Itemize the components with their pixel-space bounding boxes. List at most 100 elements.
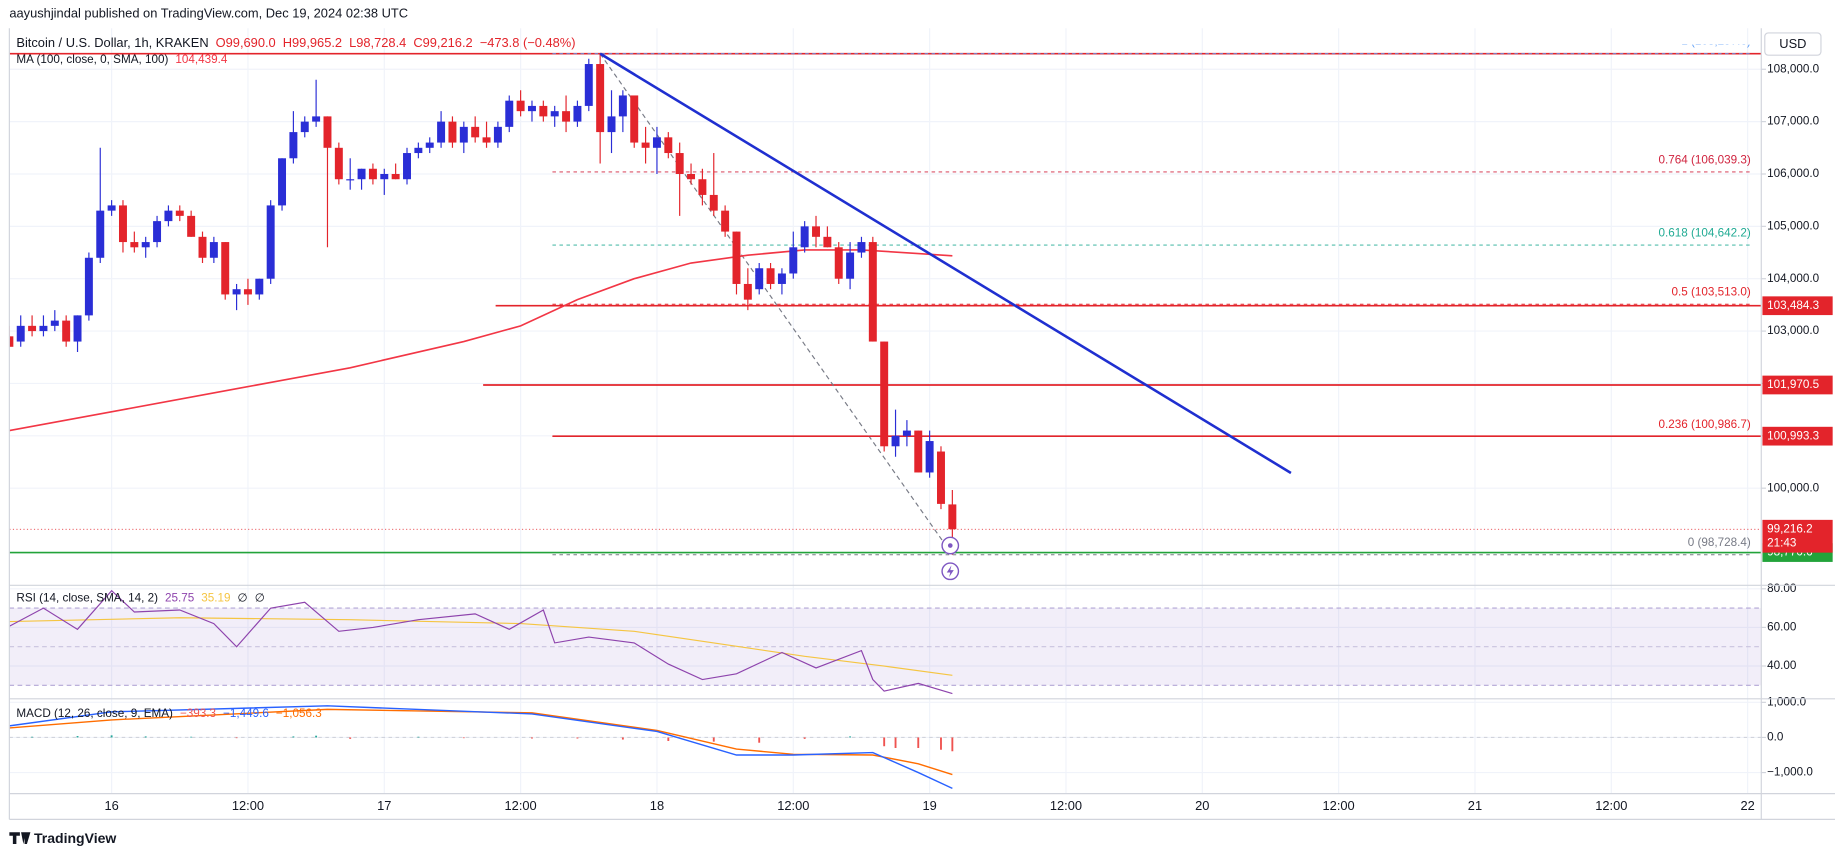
candle-body: [641, 142, 650, 148]
candle-body: [221, 242, 230, 295]
x-tick-label: 16: [104, 798, 118, 813]
candle-body: [664, 137, 673, 154]
ohlc-label: −473.8 (−0.48%): [480, 35, 576, 50]
macd-histogram-bar: [235, 737, 238, 739]
candle-body: [448, 121, 457, 143]
candle-body: [232, 289, 241, 295]
published-note: aayushjindal published on TradingView.co…: [9, 6, 408, 21]
fib-label: 0 (98,728.4): [1688, 536, 1751, 549]
ohlc-label: O99,690.0: [216, 35, 276, 50]
candle-body: [96, 210, 105, 258]
candle-body: [914, 430, 923, 473]
candle-body: [255, 278, 264, 295]
currency-box[interactable]: [1764, 32, 1822, 56]
macd-histogram-bar: [462, 737, 465, 739]
candle-body: [198, 236, 207, 258]
macd-histogram-bar: [76, 736, 79, 738]
candle-body: [607, 116, 616, 133]
macd-histogram-bar: [883, 737, 886, 747]
candle-body: [516, 100, 525, 112]
alert-icon: [946, 565, 954, 578]
candle-body: [323, 116, 332, 148]
last-price-label: 99,216.2: [1767, 522, 1812, 535]
candle-body: [573, 105, 582, 122]
candle-body: [652, 137, 661, 148]
fib-label: 1 (108,297.6): [1681, 35, 1751, 48]
candle-body: [130, 242, 139, 248]
candle-body: [175, 210, 184, 216]
candle-body: [107, 205, 116, 211]
candle-body: [357, 168, 366, 180]
candle-body: [243, 289, 252, 295]
footer-logo: TradingView: [34, 830, 116, 846]
candle-body: [493, 126, 502, 143]
candle-body: [528, 105, 536, 112]
macd-histogram-bar: [803, 737, 806, 739]
candle-body: [118, 205, 127, 243]
candle-body: [346, 179, 355, 181]
macd-histogram-bar: [110, 735, 113, 738]
x-tick-label: 20: [1195, 798, 1209, 813]
candle-body: [687, 173, 696, 180]
candle-body: [766, 268, 775, 284]
rsi-line: [9, 589, 953, 695]
x-tick-label: 17: [377, 798, 391, 813]
candle-body: [948, 504, 957, 530]
level-tag: [1762, 375, 1833, 395]
macd-histogram-bar: [940, 737, 942, 750]
candle-body: [675, 153, 684, 174]
x-tick-label: 12:00: [1323, 798, 1355, 813]
candle-body: [266, 205, 275, 279]
y-tick-label: 105,000.0: [1767, 219, 1819, 232]
candle-body: [482, 137, 491, 143]
candle-body: [403, 153, 411, 180]
y-tick-label: 104,000.0: [1767, 272, 1819, 285]
last-price-tag: [1762, 519, 1833, 553]
macd-line: [9, 705, 953, 789]
candle-body: [459, 126, 468, 143]
macd-histogram-bar: [894, 737, 897, 748]
y-tick-label: 1,000.0: [1767, 695, 1806, 708]
candle-body: [539, 105, 548, 117]
rsi-value: ∅: [238, 591, 248, 604]
ohlc-label: L98,728.4: [349, 35, 406, 50]
candle-body: [164, 210, 173, 222]
trend-line: [599, 52, 1292, 475]
x-tick-label: 21: [1468, 798, 1482, 813]
candle-body: [471, 126, 480, 138]
rsi-legend: RSI (14, close, SMA, 14, 2): [16, 591, 158, 604]
y-tick-label: 100,000.0: [1767, 481, 1819, 494]
macd-histogram-bar: [190, 736, 193, 738]
rsi-value: ∅: [255, 591, 265, 604]
y-tick-label: −1,000.0: [1767, 766, 1813, 779]
y-tick-label: 0.0: [1767, 731, 1784, 744]
candle-body: [834, 247, 843, 279]
candle-body: [584, 64, 593, 106]
fib-label: 0.5 (103,513.0): [1671, 286, 1750, 299]
candle-body: [596, 64, 605, 133]
candle-body: [868, 242, 877, 342]
candle-body: [698, 179, 707, 195]
candle-body: [777, 273, 786, 284]
x-tick-label: 12:00: [1595, 798, 1627, 813]
macd-histogram-bar: [712, 737, 715, 742]
macd-histogram-bar: [621, 737, 624, 740]
candle-body: [902, 430, 911, 436]
macd-histogram-bar: [667, 737, 670, 741]
candle-body: [50, 320, 59, 326]
rsi-value: 35.19: [201, 591, 230, 604]
candle-body: [925, 441, 934, 473]
candle-body: [84, 257, 93, 316]
candle-body: [16, 325, 25, 342]
moving-average: [9, 249, 953, 432]
candle-body: [562, 111, 571, 122]
macd-histogram-bar: [349, 737, 352, 739]
macd-histogram-bar: [849, 736, 852, 738]
ma-legend: MA (100, close, 0, SMA, 100): [16, 53, 168, 66]
candle-body: [334, 147, 343, 180]
currency: USD: [1779, 36, 1806, 51]
candle-body: [425, 142, 434, 148]
